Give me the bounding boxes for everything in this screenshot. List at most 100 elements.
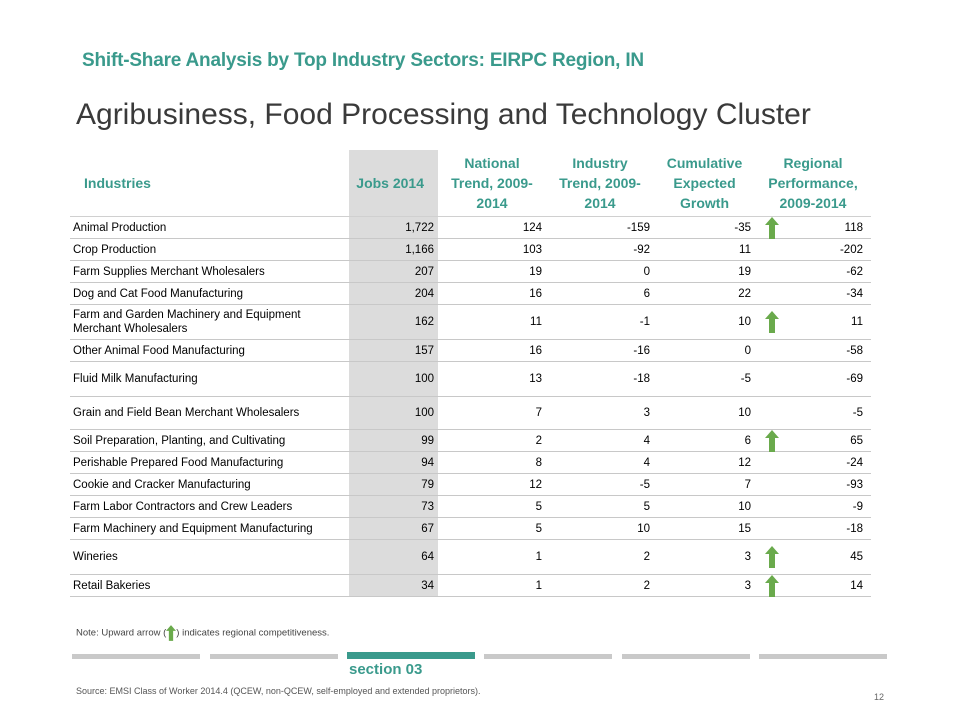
jobs-2014-cell-text: 100 [414,373,434,385]
column-header-industries: Industries [70,150,349,217]
industry-trend-cell-text: -16 [633,344,650,357]
table-row: Farm Labor Contractors and Crew Leaders 7… [70,495,871,518]
jobs-2014-cell: 207 [349,260,438,283]
national-trend-cell-text: 11 [530,316,542,328]
cumulative-growth-cell-text: -5 [740,373,751,385]
jobs-2014-cell-text: 162 [414,316,434,328]
regional-performance-cell-text: -93 [846,478,863,491]
industry-trend-cell-text: 2 [643,551,650,563]
industry-trend-cell: -5 [546,473,654,496]
jobs-2014-cell: 157 [349,339,438,362]
national-trend-cell: 124 [438,216,546,239]
regional-performance-cell-text: -34 [846,287,863,300]
industry-trend-cell-text: -159 [626,221,650,234]
industry-name-text: Grain and Field Bean Merchant Wholesaler… [73,407,300,419]
page-title: Agribusiness, Food Processing and Techno… [76,98,811,131]
industry-trend-cell: -16 [546,339,654,362]
section-label: section 03 [349,661,423,678]
national-trend-cell: 2 [438,429,546,452]
up-arrow-icon [765,311,779,333]
up-arrow-icon [765,216,779,239]
industry-trend-cell: 2 [546,574,654,597]
jobs-2014-cell: 1,722 [349,216,438,239]
industry-name-text: Cookie and Cracker Manufacturing [73,478,251,491]
table-row: Soil Preparation, Planting, and Cultivat… [70,429,871,452]
table-row: Wineries 64 1 2 3 45 [70,539,871,575]
table-row: Cookie and Cracker Manufacturing 79 12 -5 7 -… [70,473,871,496]
cumulative-growth-cell-text: 0 [744,344,751,357]
industry-name-text: Farm Supplies Merchant Wholesalers [73,265,265,278]
cumulative-growth-cell: -35 [654,216,755,239]
regional-performance-cell: -9 [755,495,871,518]
industry-name: Perishable Prepared Food Manufacturing [70,451,349,474]
national-trend-cell-text: 13 [529,373,542,385]
industry-trend-cell-text: 5 [643,500,650,513]
cumulative-growth-cell: 6 [654,429,755,452]
table-row: Farm and Garden Machinery and Equipment … [70,304,871,340]
regional-performance-cell: -24 [755,451,871,474]
national-trend-cell: 12 [438,473,546,496]
cumulative-growth-cell-text: 3 [744,551,751,563]
table-row: Farm Machinery and Equipment Manufacturi… [70,517,871,540]
regional-performance-cell-text: -58 [846,344,863,357]
regional-performance-cell: 118 [755,216,871,239]
industry-trend-cell: 5 [546,495,654,518]
cumulative-growth-cell-text: 7 [744,478,751,491]
industry-name: Farm Labor Contractors and Crew Leaders [70,495,349,518]
cumulative-growth-cell: 11 [654,238,755,261]
section-bar-04 [484,654,612,659]
shift-share-table: Industries Jobs 2014 National Trend, 200… [70,150,871,597]
jobs-2014-cell-text: 100 [414,407,434,419]
industry-name-text: Other Animal Food Manufacturing [73,344,245,357]
national-trend-cell: 1 [438,574,546,597]
cumulative-growth-cell-text: 12 [738,456,751,469]
industry-name: Animal Production [70,216,349,239]
cumulative-growth-cell-text: 10 [738,500,751,513]
industry-trend-cell-text: -18 [633,373,650,385]
national-trend-cell: 1 [438,539,546,575]
national-trend-cell: 11 [438,304,546,340]
column-header-industry-trend: Industry Trend, 2009-2014 [546,150,654,217]
note-text-before: Note: Upward arrow ( [76,627,167,639]
industry-name-text: Retail Bakeries [73,579,151,592]
industry-trend-cell: -92 [546,238,654,261]
industry-name-text: Farm Labor Contractors and Crew Leaders [73,500,293,513]
table-row: Grain and Field Bean Merchant Wholesaler… [70,396,871,430]
industry-trend-cell: 4 [546,451,654,474]
industry-name-text: Crop Production [73,243,157,256]
regional-performance-cell: -93 [755,473,871,496]
national-trend-cell-text: 5 [535,500,542,513]
regional-performance-cell: 11 [755,304,871,340]
jobs-2014-cell: 99 [349,429,438,452]
national-trend-cell: 5 [438,495,546,518]
regional-performance-cell: -202 [755,238,871,261]
regional-performance-cell: -69 [755,361,871,397]
industry-trend-cell-text: 4 [643,434,650,447]
cumulative-growth-cell-text: 15 [738,522,751,535]
industry-trend-cell: -18 [546,361,654,397]
industry-name-text: Perishable Prepared Food Manufacturing [73,456,284,469]
regional-performance-cell: -58 [755,339,871,362]
national-trend-cell-text: 19 [529,265,542,278]
national-trend-cell-text: 1 [535,551,542,563]
column-header-jobs: Jobs 2014 [349,150,438,217]
industry-trend-cell: 6 [546,282,654,305]
national-trend-cell-text: 12 [529,478,542,491]
national-trend-cell-text: 5 [535,522,542,535]
regional-performance-cell-text: 11 [851,316,863,328]
jobs-2014-cell-text: 157 [414,344,434,357]
table-header-row: Industries Jobs 2014 National Trend, 200… [70,150,871,217]
table-row: Retail Bakeries 34 1 2 3 14 [70,574,871,597]
section-bar-02 [210,654,338,659]
cumulative-growth-cell: 19 [654,260,755,283]
industry-trend-cell: 3 [546,396,654,430]
industry-name-text: Farm Machinery and Equipment Manufacturi… [73,522,313,535]
regional-performance-cell: -34 [755,282,871,305]
regional-performance-cell-text: 65 [850,434,863,447]
regional-performance-cell-text: -9 [852,500,863,513]
national-trend-cell-text: 16 [529,344,542,357]
cumulative-growth-cell: 10 [654,304,755,340]
jobs-2014-cell: 34 [349,574,438,597]
column-header-national-trend: National Trend, 2009-2014 [438,150,546,217]
jobs-2014-cell: 94 [349,451,438,474]
